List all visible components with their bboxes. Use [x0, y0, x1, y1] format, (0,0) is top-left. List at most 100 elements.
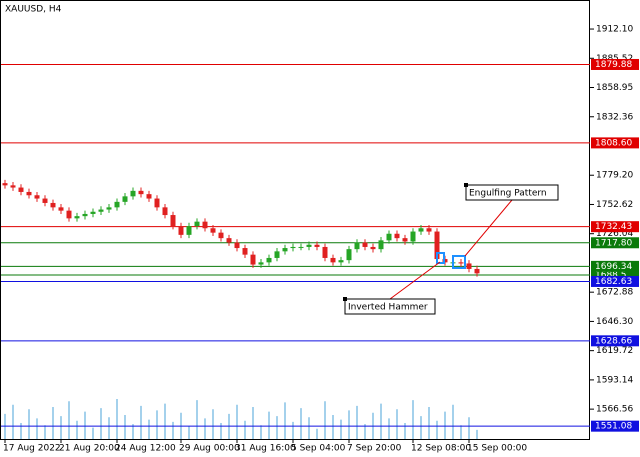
candle-body	[274, 251, 280, 258]
candle-body	[394, 233, 400, 239]
candle-body	[474, 268, 480, 274]
candle-body	[434, 231, 440, 260]
candle-body	[242, 248, 248, 255]
candle-body	[2, 183, 8, 186]
level-label: 1696.34	[595, 262, 632, 272]
level-label-box	[591, 335, 639, 347]
candle-body	[410, 231, 416, 242]
x-tick-label: 12 Sep 08:00	[411, 444, 471, 454]
candle-body	[66, 210, 72, 219]
candle-body	[18, 187, 24, 192]
x-tick-label: 21 Aug 20:00	[59, 444, 120, 454]
candle-body	[34, 195, 40, 199]
plot-frame	[0, 0, 590, 440]
y-tick-label: 1566.56	[596, 405, 633, 415]
annotation-arrow	[464, 199, 513, 257]
candle-body	[26, 191, 32, 196]
level-label-box	[591, 137, 639, 149]
y-tick-label: 1779.20	[596, 171, 633, 181]
level-label: 1879.88	[595, 60, 632, 70]
annotation-anchor	[464, 183, 468, 187]
level-label: 1732.43	[595, 222, 632, 232]
candle-body	[234, 242, 240, 249]
candle-body	[418, 228, 424, 232]
candle-body	[354, 242, 360, 250]
y-tick-label: 1752.62	[596, 200, 633, 210]
y-tick-label: 1912.10	[596, 25, 633, 35]
candle-body	[162, 207, 168, 216]
candle-body	[10, 185, 16, 188]
x-tick-label: 24 Aug 12:00	[115, 444, 176, 454]
level-label-box	[591, 275, 639, 287]
level-label: 1628.66	[595, 336, 632, 346]
annotation-box	[465, 184, 559, 201]
candle-body	[258, 262, 264, 265]
level-label: 1717.80	[595, 238, 632, 248]
candle-body	[106, 207, 112, 210]
x-tick-label: 7 Sep 20:00	[347, 444, 402, 454]
level-label-box	[591, 221, 639, 233]
candle-body	[330, 257, 336, 263]
level-label-box	[591, 237, 639, 249]
x-tick-label: 17 Aug 2022	[3, 444, 61, 454]
level-label-box	[591, 420, 639, 432]
annotation-box	[344, 298, 436, 315]
candle-body	[50, 202, 56, 208]
y-tick-label: 1832.36	[596, 112, 633, 122]
chart-title: XAUUSD, H4	[5, 5, 62, 15]
candle-body	[362, 242, 368, 247]
candle-body	[226, 238, 232, 243]
level-label-box	[591, 269, 639, 281]
candle-body	[402, 238, 408, 242]
annotation-text: Inverted Hammer	[348, 303, 428, 313]
candle-body	[202, 221, 208, 229]
candle-body	[42, 198, 48, 203]
candle-body	[378, 240, 384, 250]
candle-body	[466, 263, 472, 269]
candle-body	[338, 260, 344, 263]
x-tick-label: 31 Aug 16:00	[235, 444, 296, 454]
candle-body	[298, 246, 304, 248]
candle-body	[250, 254, 256, 265]
level-label: 1551.08	[595, 422, 632, 432]
candle-body	[114, 201, 120, 208]
x-tick-label: 15 Sep 00:00	[467, 444, 527, 454]
candle-body	[82, 213, 88, 217]
candle-body	[170, 215, 176, 227]
candle-body	[314, 244, 320, 247]
candle-body	[210, 228, 216, 233]
annotation-anchor	[343, 297, 347, 301]
candle-body	[346, 249, 352, 261]
level-label-box	[591, 260, 639, 272]
candle-body	[58, 207, 64, 211]
y-tick-label: 1858.95	[596, 83, 633, 93]
candle-body	[178, 226, 184, 235]
candle-body	[290, 246, 296, 249]
candle-body	[322, 246, 328, 258]
y-tick-label: 1726.04	[596, 229, 633, 239]
candle-body	[386, 233, 392, 241]
candle-body	[154, 198, 160, 208]
level-label: 1682.63	[595, 277, 632, 287]
candle-body	[282, 248, 288, 252]
candle-body	[90, 211, 96, 214]
annotation-text: Engulfing Pattern	[469, 189, 547, 199]
y-tick-label: 1619.72	[596, 346, 633, 356]
candle-body	[146, 194, 152, 199]
y-tick-label: 1885.52	[596, 54, 633, 64]
candle-body	[122, 196, 128, 202]
pattern-marker	[436, 252, 445, 264]
candle-body	[74, 216, 80, 219]
candle-body	[218, 232, 224, 239]
annotation-arrow	[389, 261, 441, 300]
candle-body	[370, 246, 376, 250]
candle-body	[266, 257, 272, 263]
y-tick-label: 1593.14	[596, 375, 633, 385]
level-label: 1808.60	[595, 138, 632, 148]
candle-body	[130, 190, 136, 197]
pattern-marker	[452, 255, 466, 269]
candle-body	[194, 221, 200, 227]
candle-body	[98, 209, 104, 212]
candle-body	[458, 262, 464, 264]
